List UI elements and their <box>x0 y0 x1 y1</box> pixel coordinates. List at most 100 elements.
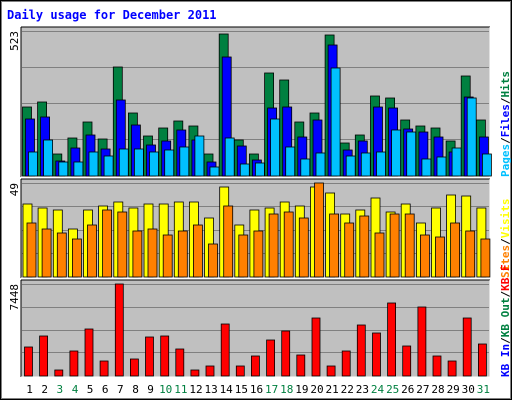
day-label: 30 <box>462 383 475 396</box>
day-label: 10 <box>159 383 172 396</box>
bar-kb-f <box>432 355 442 377</box>
day-label: 11 <box>174 383 187 396</box>
bar-kb-f <box>160 335 170 377</box>
bar-kb-f <box>372 332 381 377</box>
legend-entry: / <box>499 337 512 344</box>
legend-entry: / <box>499 137 512 144</box>
day-label: 25 <box>386 383 399 396</box>
bar-pages <box>224 137 235 177</box>
legend-entry: Visits <box>499 199 512 239</box>
bar-pages <box>436 156 447 177</box>
day-label: 23 <box>356 383 369 396</box>
bar-kb-f <box>402 345 412 377</box>
day-label: 13 <box>204 383 217 396</box>
day-label: 18 <box>280 383 293 396</box>
bar-pages <box>239 163 250 177</box>
day-label: 15 <box>235 383 248 396</box>
bar-sites <box>177 230 188 278</box>
panel-legend: Pages/Files/Hits <box>499 71 512 177</box>
panel-legend: KB In/KB Out/KB F <box>499 264 512 377</box>
day-label: 24 <box>371 383 385 396</box>
bar-sites <box>208 243 218 278</box>
bar-sites <box>162 234 173 278</box>
bar-sites <box>72 238 82 278</box>
bar-sites <box>253 230 264 278</box>
day-label: 4 <box>72 383 79 396</box>
legend-entry: Pages <box>499 144 512 177</box>
bar-kb-f <box>220 323 230 377</box>
bar-pages <box>376 151 386 177</box>
legend-entry: / <box>499 97 512 104</box>
panel-1: 523 Pages/Files/Hits <box>8 26 512 178</box>
bar-kb-f <box>190 369 200 377</box>
day-label: 6 <box>102 383 109 396</box>
legend-entry: / <box>499 238 512 245</box>
y-max-label: 49 <box>8 183 21 196</box>
bar-kb-f <box>477 343 487 377</box>
bar-sites <box>102 209 112 278</box>
bar-kb-f <box>356 324 366 377</box>
outer-border-shadow <box>1 1 511 399</box>
bar-pages <box>421 158 432 177</box>
bar-pages <box>481 153 492 177</box>
bar-kb-f <box>281 330 291 377</box>
bar-kb-f <box>266 339 276 377</box>
day-label: 29 <box>447 383 460 396</box>
bar-sites <box>283 211 294 278</box>
bar-sites <box>435 236 445 278</box>
bar-pages <box>345 155 356 177</box>
bar-sites <box>329 213 340 278</box>
bar-kb-f <box>129 358 139 377</box>
day-label: 28 <box>431 383 444 396</box>
bar-pages <box>133 148 144 177</box>
bar-kb-f <box>114 283 124 377</box>
bar-sites <box>419 234 430 278</box>
day-label: 9 <box>147 383 154 396</box>
bar-sites <box>132 230 143 278</box>
bar-pages <box>194 135 205 177</box>
bar-sites <box>450 222 461 278</box>
bar-pages <box>315 152 326 177</box>
bar-kb-f <box>99 360 109 377</box>
bar-kb-f <box>54 369 64 377</box>
day-label: 12 <box>189 383 202 396</box>
bar-sites <box>41 228 52 278</box>
bar-kb-f <box>84 328 94 377</box>
y-max-label: 7448 <box>8 284 21 311</box>
legend-entry: KB F <box>499 264 512 291</box>
bar-pages <box>58 161 69 177</box>
bar-sites <box>147 228 158 278</box>
bar-sites <box>359 215 370 278</box>
legend-entry: KB Out <box>499 298 512 338</box>
bar-kb-f <box>326 365 336 377</box>
legend-entry: Hits <box>499 71 512 98</box>
bar-kb-f <box>341 350 351 377</box>
day-axis: 1 2 3 4 5 6 7 8 9 10 11 12 13 14 15 16 17 18 19 20 21 22 23 24 2… <box>26 383 490 396</box>
bar-sites <box>344 222 355 278</box>
bar-pages <box>179 146 190 177</box>
bar-kb-f <box>447 360 457 377</box>
bar-pages <box>73 161 84 177</box>
panel-2: 49 Sites/Visits <box>8 178 512 279</box>
day-label: 16 <box>250 383 263 396</box>
day-label: 21 <box>325 383 338 396</box>
bar-kb-f <box>296 354 306 377</box>
bar-sites <box>117 211 128 278</box>
bar-pages <box>270 118 281 177</box>
day-label: 1 <box>26 383 33 396</box>
day-label: 17 <box>265 383 278 396</box>
bar-pages <box>103 155 114 177</box>
bar-sites <box>389 213 400 278</box>
bar-kb-f <box>205 365 215 377</box>
bar-kb-f <box>24 346 33 377</box>
bar-kb-f <box>69 350 79 377</box>
bar-pages <box>285 146 296 177</box>
chart-title: Daily usage for December 2011 <box>7 8 217 22</box>
day-label: 3 <box>56 383 63 396</box>
y-max-label: 523 <box>8 31 21 51</box>
bar-sites <box>87 224 97 278</box>
bar-sites <box>314 182 324 278</box>
